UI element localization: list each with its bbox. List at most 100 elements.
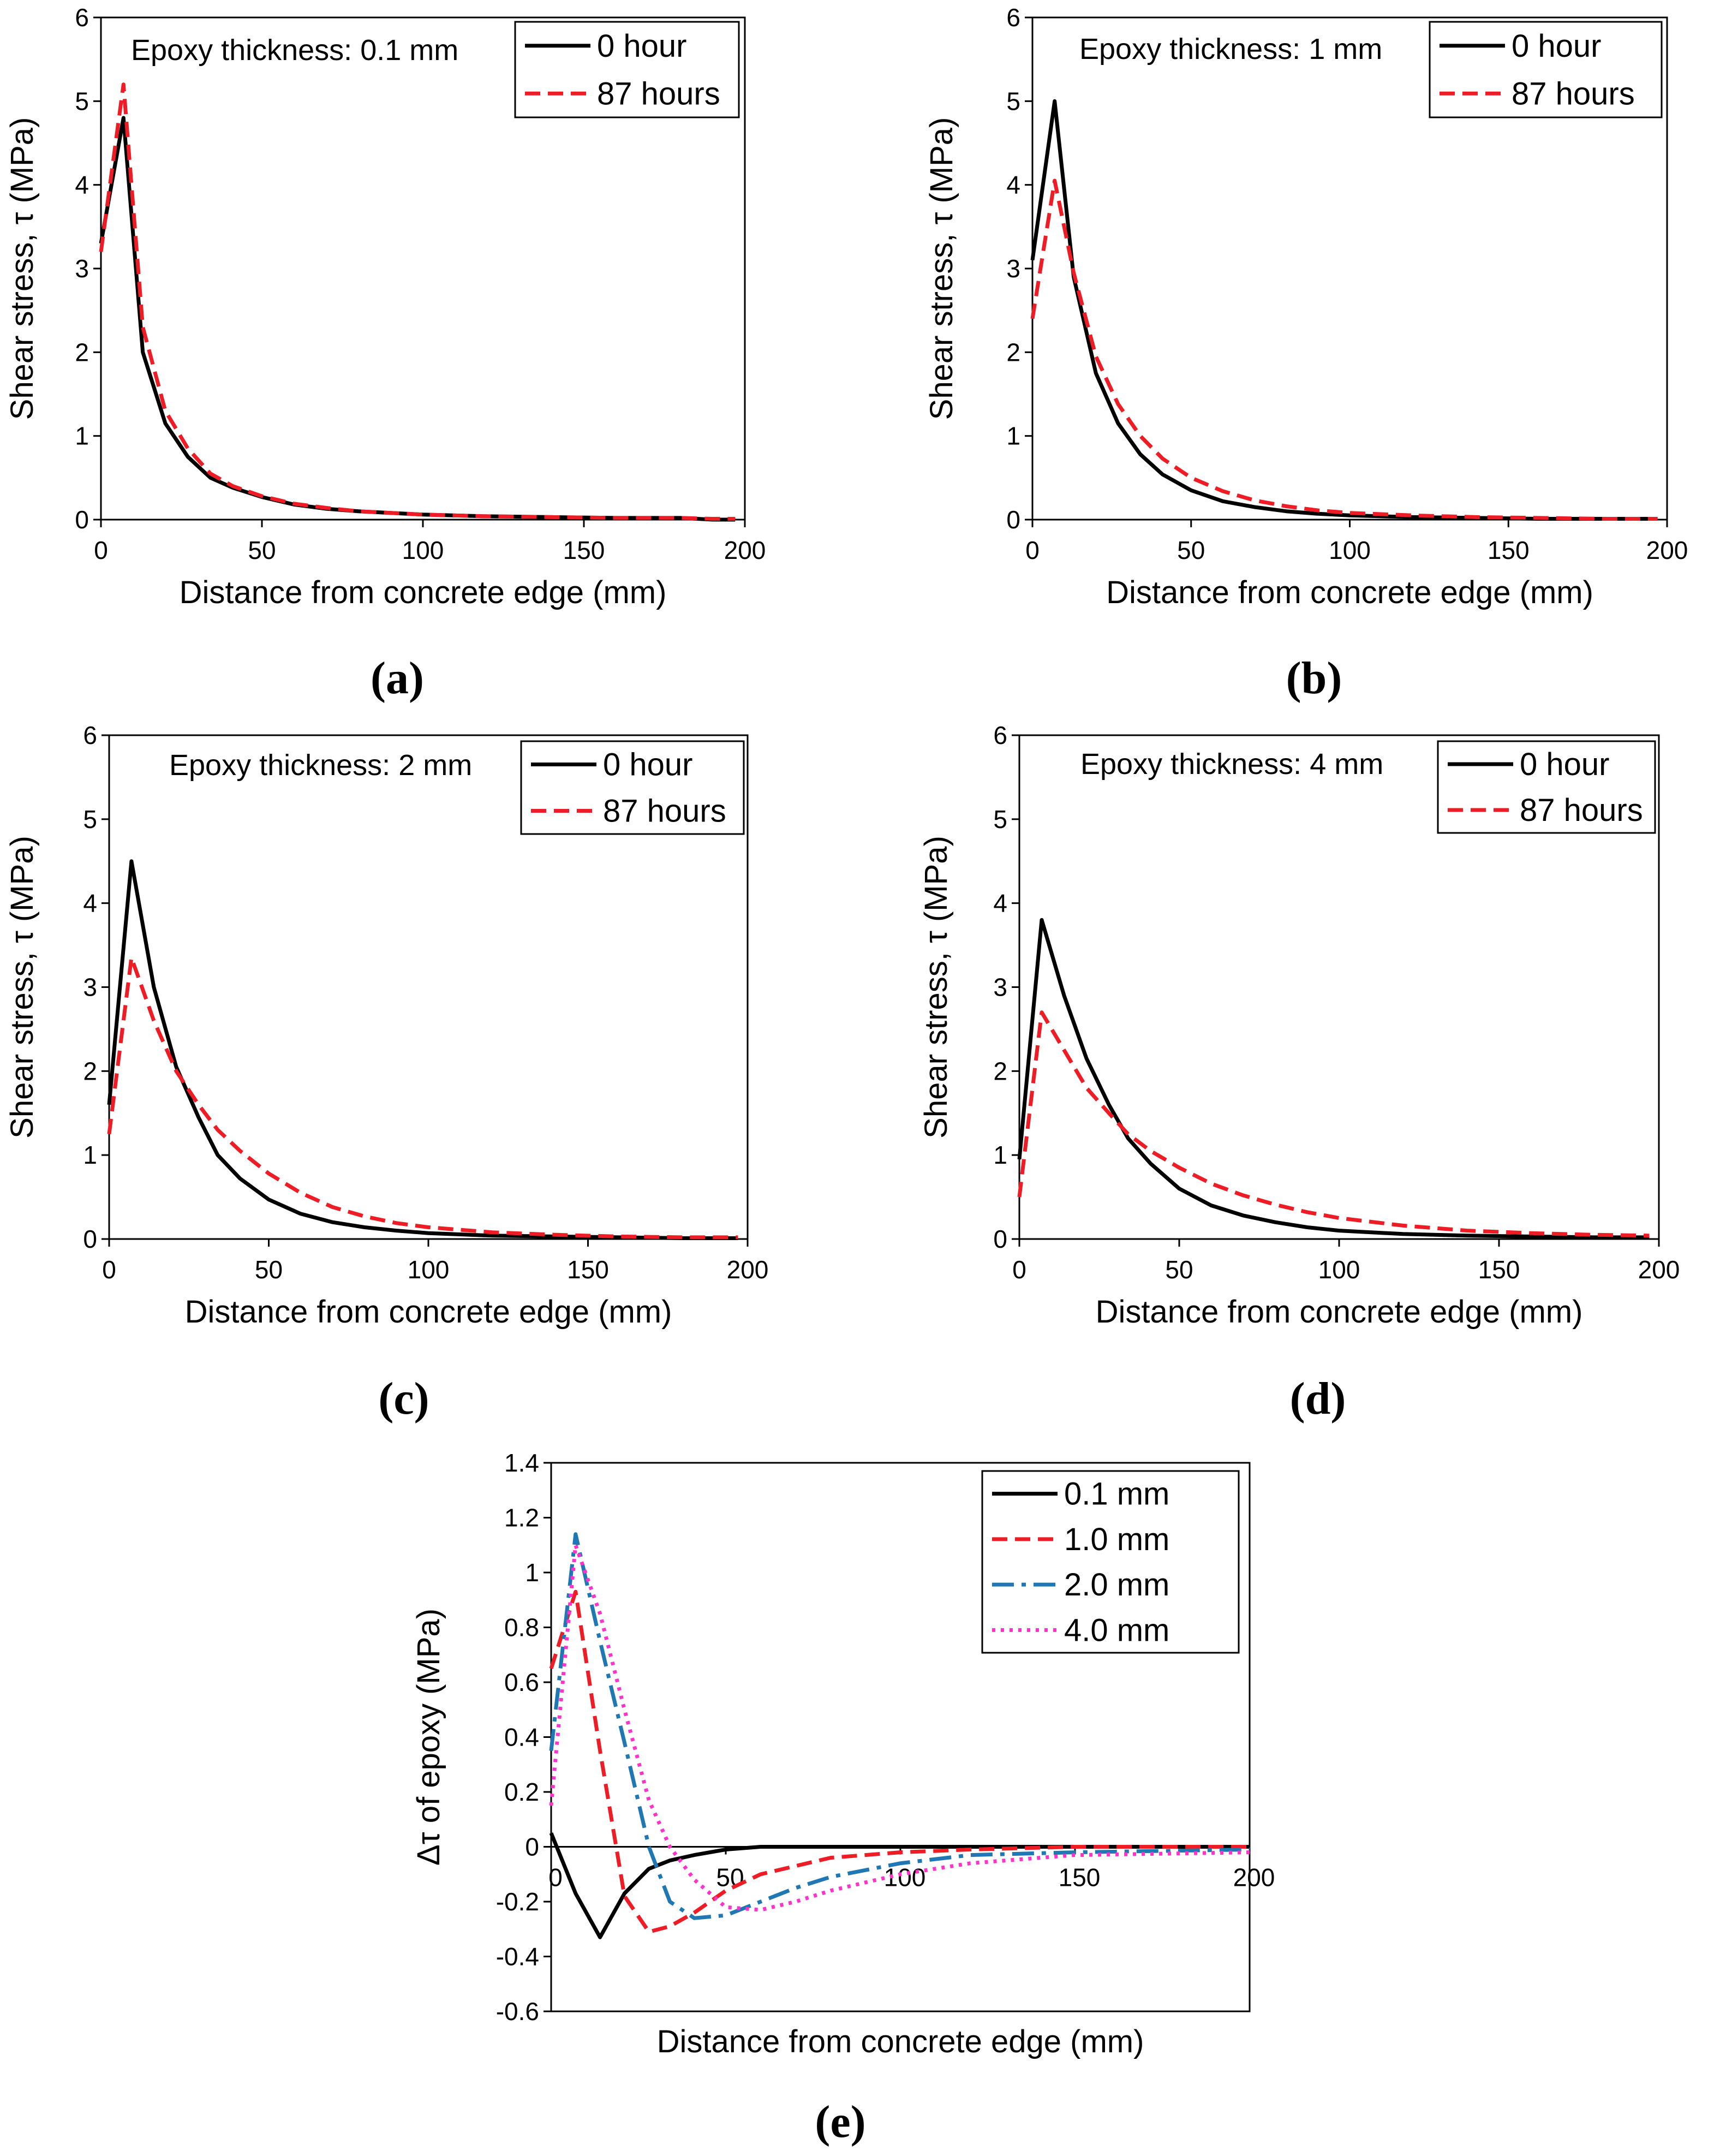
- y-tick-label: 2: [83, 1057, 97, 1085]
- legend-label: 0 hour: [603, 747, 692, 783]
- y-axis-label: Shear stress, τ (MPa): [4, 117, 40, 420]
- y-tick-label: 0: [525, 1833, 539, 1861]
- y-tick-label: 0: [75, 505, 89, 534]
- y-tick-label: 5: [75, 87, 89, 115]
- x-tick-label: 200: [1233, 1863, 1275, 1892]
- y-tick-label: -0.6: [496, 1997, 539, 2026]
- y-tick-label: 1: [75, 422, 89, 450]
- y-tick-label: 0: [1006, 505, 1020, 534]
- series-line-2-0-mm: [549, 1532, 1250, 1920]
- x-tick-label: 150: [567, 1255, 609, 1284]
- y-tick-label: -0.2: [496, 1887, 539, 1916]
- y-tick-label: 0: [83, 1225, 97, 1253]
- legend: 0 hour 87 hours: [514, 21, 740, 118]
- legend-label: 0.1 mm: [1064, 1476, 1169, 1512]
- x-axis-label: Distance from concrete edge (mm): [1096, 1294, 1583, 1330]
- panel-label: (e): [815, 2097, 865, 2147]
- y-tick-label: 5: [1006, 87, 1020, 115]
- chart-panel-4: 0 1 2 3 4 5 6 0 50 100 150 200 Distance from concret…: [918, 721, 1680, 1424]
- legend-label: 0 hour: [1520, 747, 1609, 782]
- y-tick-label: 0.8: [504, 1613, 539, 1642]
- epoxy-thickness-note: Epoxy thickness: 1 mm: [1079, 33, 1382, 65]
- legend: 0.1 mm 1.0 mm 2.0 mm 4.0 mm: [981, 1470, 1240, 1654]
- series-line-87-hours: [1030, 178, 1658, 521]
- series-line-0-1-mm: [549, 1832, 1250, 1939]
- legend: 0 hour 87 hours: [1437, 740, 1656, 834]
- y-tick-label: 4: [993, 889, 1007, 918]
- x-tick-label: 50: [1165, 1255, 1193, 1284]
- panel-label: (a): [371, 653, 424, 704]
- legend-label: 4.0 mm: [1064, 1612, 1169, 1648]
- legend: 0 hour 87 hours: [520, 740, 745, 835]
- y-tick-label: 1.2: [504, 1504, 539, 1532]
- x-tick-label: 200: [1638, 1255, 1680, 1284]
- x-tick-label: 150: [1478, 1255, 1520, 1284]
- panel-label: (b): [1286, 653, 1342, 704]
- y-tick-label: -0.4: [496, 1943, 539, 1971]
- series-line-4-0-mm: [549, 1543, 1250, 1912]
- y-tick-label: 3: [83, 973, 97, 1002]
- chart-panel-5: -0.6-0.4-0.200.20.40.60.811.21.40 50 100 15…: [411, 1449, 1275, 2147]
- y-tick-label: 4: [83, 889, 97, 918]
- x-tick-label: 100: [402, 536, 444, 564]
- legend-box: [1429, 21, 1663, 118]
- y-tick-label: 5: [83, 805, 97, 833]
- y-tick-label: 1: [993, 1141, 1007, 1169]
- y-tick-label: 1: [83, 1141, 97, 1169]
- x-tick-label: 0: [548, 1863, 563, 1892]
- legend-box: [981, 1470, 1240, 1654]
- legend-label: 87 hours: [1512, 76, 1635, 111]
- legend-box: [514, 21, 740, 118]
- y-tick-label: 2: [1006, 338, 1020, 366]
- series-line-1-0-mm: [549, 1589, 1250, 1934]
- x-axis-label: Distance from concrete edge (mm): [180, 575, 667, 610]
- y-tick-label: 4: [75, 171, 89, 199]
- panel-label: (d): [1290, 1373, 1346, 1424]
- x-tick-label: 150: [1488, 536, 1530, 564]
- y-tick-label: 3: [1006, 254, 1020, 283]
- x-tick-label: 0: [1012, 1255, 1026, 1284]
- series-line-87-hours: [1017, 1010, 1650, 1238]
- x-tick-label: 0: [102, 1255, 116, 1284]
- legend-label: 87 hours: [597, 76, 720, 111]
- x-tick-label: 200: [724, 536, 766, 564]
- legend-label: 0 hour: [597, 28, 686, 64]
- x-tick-label: 0: [1025, 536, 1040, 564]
- series-line-0-hour: [1017, 918, 1650, 1240]
- x-axis-label: Distance from concrete edge (mm): [1106, 575, 1593, 610]
- y-tick-label: 5: [993, 805, 1007, 833]
- legend: 0 hour 87 hours: [1429, 21, 1663, 118]
- y-tick-label: 1.4: [504, 1449, 539, 1477]
- x-tick-label: 150: [1059, 1863, 1101, 1892]
- y-tick-label: 0.4: [504, 1723, 539, 1752]
- chart-panel-3: 0 1 2 3 4 5 6 0 50 100 150 200 Distance from concret…: [4, 721, 768, 1424]
- x-tick-label: 150: [563, 536, 605, 564]
- x-tick-label: 50: [716, 1863, 744, 1892]
- chart-panel-1: 0 1 2 3 4 5 6 0 50 100 150 200 Distance from concret…: [4, 3, 766, 704]
- y-tick-label: 2: [993, 1057, 1007, 1085]
- legend-label: 87 hours: [1520, 793, 1643, 828]
- y-tick-label: 6: [83, 721, 97, 749]
- series-line-87-hours: [99, 82, 736, 521]
- y-tick-label: 3: [993, 973, 1007, 1002]
- legend-label: 0 hour: [1512, 28, 1601, 64]
- x-axis-label: Distance from concrete edge (mm): [657, 2024, 1144, 2059]
- legend-label: 87 hours: [603, 794, 726, 829]
- y-axis-label: Δτ of epoxy (MPa): [411, 1609, 446, 1866]
- y-tick-label: 0: [993, 1225, 1007, 1253]
- y-tick-label: 6: [993, 721, 1007, 749]
- x-tick-label: 200: [1646, 536, 1688, 564]
- y-tick-label: 6: [75, 3, 89, 32]
- legend-box: [1437, 740, 1656, 834]
- y-tick-label: 1: [525, 1558, 539, 1587]
- x-tick-label: 100: [1329, 536, 1371, 564]
- y-tick-label: 0.2: [504, 1778, 539, 1806]
- epoxy-thickness-note: Epoxy thickness: 4 mm: [1080, 748, 1383, 781]
- y-axis-label: Shear stress, τ (MPa): [918, 836, 954, 1139]
- series-line-87-hours: [107, 956, 738, 1240]
- chart-panel-2: 0 1 2 3 4 5 6 0 50 100 150 200 Distance from concret…: [924, 3, 1688, 704]
- y-axis-label: Shear stress, τ (MPa): [924, 117, 959, 420]
- epoxy-thickness-note: Epoxy thickness: 0.1 mm: [131, 34, 458, 67]
- y-axis-label: Shear stress, τ (MPa): [4, 836, 40, 1139]
